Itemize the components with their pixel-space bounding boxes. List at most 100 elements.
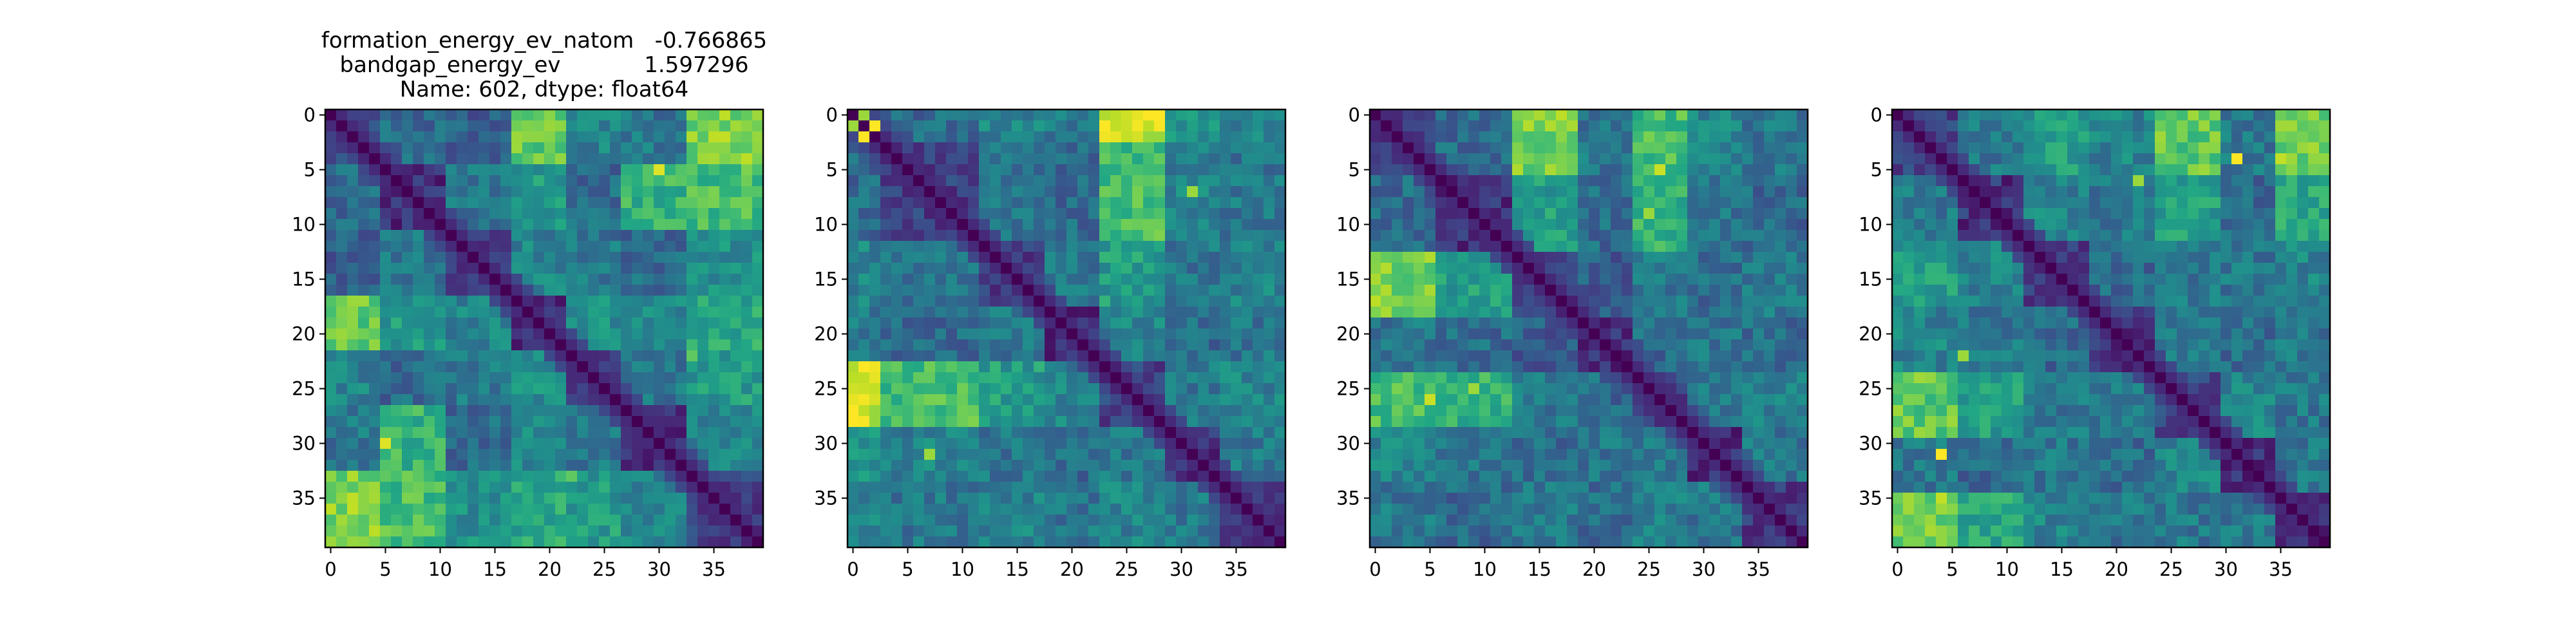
heatmap-cell [489, 449, 501, 460]
heatmap-cell [957, 515, 969, 526]
heatmap-cell [457, 241, 468, 252]
heatmap-cell [1633, 252, 1644, 263]
heatmap-cell [1567, 405, 1578, 417]
heatmap-cell [1797, 285, 1808, 296]
heatmap-cell [913, 175, 925, 187]
heatmap-cell [1775, 493, 1786, 504]
heatmap-cell [730, 350, 742, 362]
heatmap-cell [1622, 142, 1633, 154]
heatmap-cell [643, 197, 654, 209]
heatmap-cell [555, 471, 567, 482]
heatmap-cell [1231, 438, 1242, 450]
heatmap-cell [1633, 208, 1644, 220]
heatmap-cell [1425, 131, 1436, 143]
heatmap-cell [555, 449, 567, 460]
heatmap-cell [1121, 339, 1133, 351]
heatmap-cell [446, 296, 457, 307]
heatmap-cell [990, 153, 1001, 165]
heatmap-cell [979, 175, 990, 187]
heatmap-cell [957, 197, 969, 209]
heatmap-cell [1425, 405, 1436, 417]
x-tick-label: 30 [1170, 558, 1193, 580]
heatmap-cell [1468, 493, 1480, 504]
heatmap-cell [1589, 383, 1600, 395]
heatmap-cell [891, 394, 903, 406]
heatmap-cell [1176, 263, 1188, 274]
heatmap-cell [1501, 504, 1513, 515]
heatmap-cell [1556, 328, 1567, 340]
heatmap-cell [632, 482, 643, 493]
heatmap-cell [1797, 471, 1808, 482]
heatmap-cell [1753, 317, 1765, 329]
heatmap-cell [544, 350, 556, 362]
heatmap-cell [719, 317, 731, 329]
heatmap-cell [369, 383, 381, 395]
heatmap-cell [478, 405, 490, 417]
y-tick-label: 10 [292, 214, 316, 236]
heatmap-cell [1154, 197, 1166, 209]
heatmap-cell [708, 438, 720, 450]
heatmap-cell [848, 449, 859, 460]
heatmap-cell [979, 328, 990, 340]
heatmap-cell [1720, 482, 1732, 493]
heatmap-cell [1231, 131, 1242, 143]
heatmap-cell [621, 296, 632, 307]
heatmap-cell [1687, 471, 1699, 482]
heatmap-cell [676, 285, 687, 296]
heatmap-cell [697, 438, 709, 450]
heatmap-cell [402, 536, 413, 548]
heatmap-cell [990, 230, 1001, 242]
heatmap-cell [1121, 536, 1133, 548]
heatmap-cell [708, 449, 720, 460]
heatmap-cell [654, 307, 665, 318]
heatmap-cell [1622, 109, 1633, 121]
heatmap-cell [1633, 263, 1644, 274]
heatmap-cell [1242, 186, 1253, 198]
heatmap-cell [1077, 263, 1089, 274]
heatmap-cell [533, 449, 545, 460]
heatmap-cell [1392, 482, 1403, 493]
heatmap-cell [858, 504, 870, 515]
heatmap-cell [621, 142, 632, 154]
heatmap-cell [665, 526, 676, 537]
heatmap-cell [676, 252, 687, 263]
heatmap-cell [1753, 536, 1765, 548]
heatmap-cell [566, 285, 578, 296]
heatmap-cell [1457, 307, 1469, 318]
heatmap-cell [588, 460, 600, 471]
heatmap-cell [1468, 175, 1480, 187]
heatmap-cell [979, 449, 990, 460]
heatmap-cell [1775, 416, 1786, 428]
heatmap-cell [336, 120, 348, 132]
heatmap-cell [1698, 416, 1710, 428]
heatmap-cell [402, 274, 413, 285]
heatmap-cell [1176, 504, 1188, 515]
heatmap-cell [1676, 175, 1688, 187]
heatmap-cell [621, 153, 632, 165]
heatmap-cell [1742, 175, 1754, 187]
heatmap-cell [665, 427, 676, 439]
heatmap-cell [1012, 405, 1023, 417]
heatmap-cell [1578, 142, 1589, 154]
heatmap-cell [848, 536, 859, 548]
heatmap-cell [1501, 307, 1513, 318]
heatmap-cell [1209, 526, 1220, 537]
heatmap-cell [979, 241, 990, 252]
heatmap-cell [1742, 307, 1754, 318]
heatmap-cell [687, 405, 698, 417]
heatmap-cell [391, 328, 402, 340]
heatmap-cell [1121, 285, 1133, 296]
heatmap-cell [741, 186, 753, 198]
heatmap-cell [858, 241, 870, 252]
heatmap-cell [913, 427, 925, 439]
heatmap-cell [555, 219, 567, 231]
heatmap-cell [1490, 383, 1502, 395]
heatmap-cell [848, 197, 859, 209]
heatmap-cell [369, 515, 381, 526]
heatmap-cell [1545, 471, 1557, 482]
heatmap-cell [968, 208, 980, 220]
heatmap-cell [1143, 350, 1155, 362]
heatmap-cell [1698, 164, 1710, 176]
heatmap-cell [1643, 350, 1655, 362]
heatmap-cell [935, 438, 947, 450]
